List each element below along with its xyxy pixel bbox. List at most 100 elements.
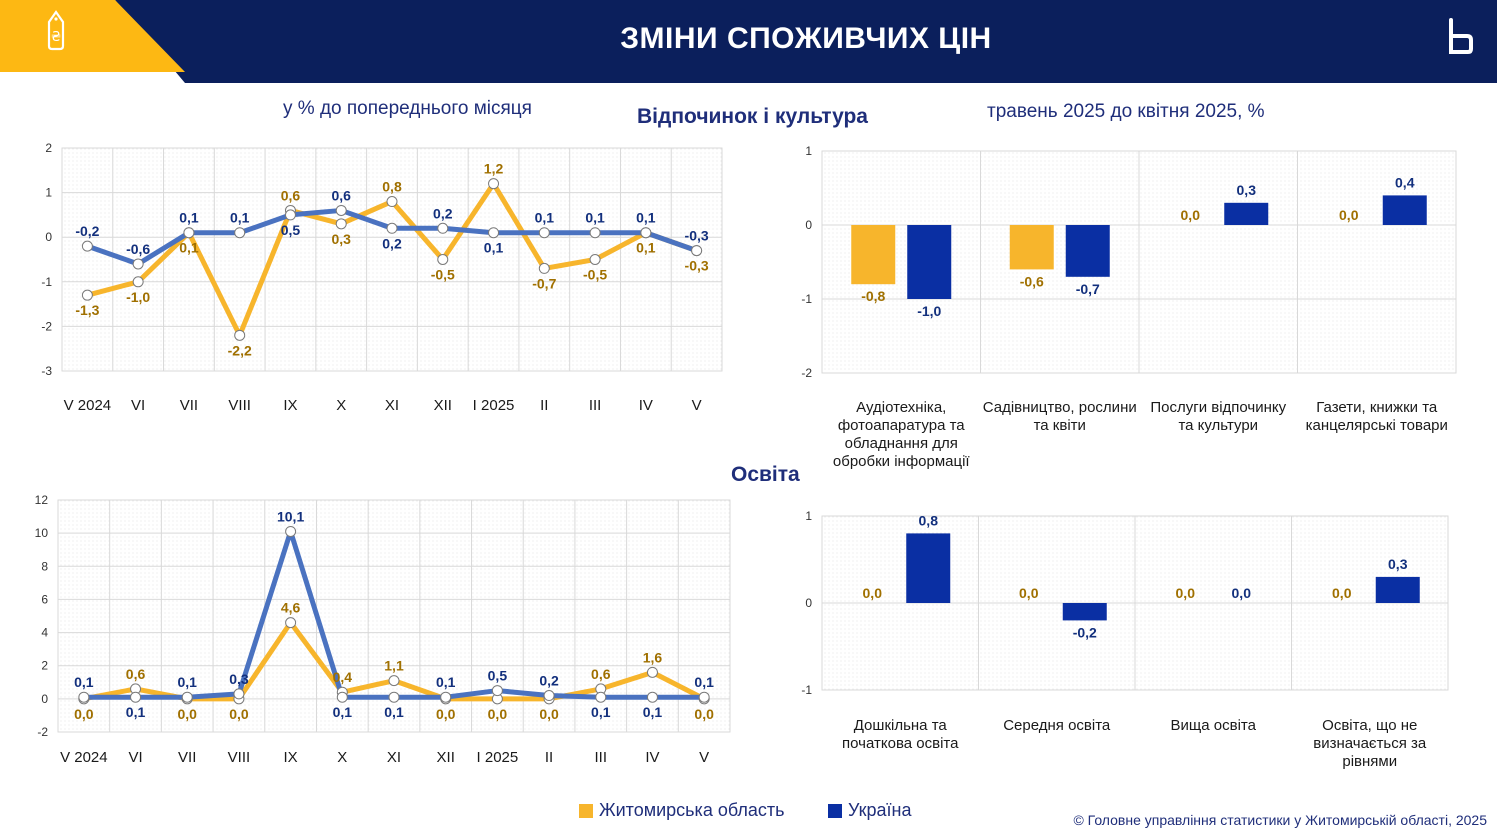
chart3-y-tick-label: 4: [41, 626, 48, 640]
chart2-category-label: Газети, книжки та канцелярські товари: [1306, 399, 1448, 434]
left-subtitle: у % до попереднього місяця: [283, 98, 532, 119]
chart3-point-ukraine: [646, 691, 658, 703]
chart2-y-tick-label: 1: [805, 144, 812, 158]
chart1-point-ukraine: [234, 227, 246, 239]
chart3-y-tick-label: 2: [41, 659, 48, 673]
chart3-point-ukraine: [233, 688, 245, 700]
chart1-data-label-ukraine: 0,6: [331, 187, 351, 203]
chart2-data-label-region: -0,8: [861, 288, 885, 304]
chart2-data-label-ukraine: 0,3: [1237, 182, 1257, 198]
chart1-y-tick-label: 1: [45, 186, 52, 200]
chart2-category-label: Садівництво, рослини та квіти: [983, 399, 1137, 434]
chart1-x-tick-label: VI: [131, 397, 145, 414]
chart3-data-label-region: 0,6: [126, 666, 146, 682]
chart4-bar-ukraine: [1375, 576, 1420, 603]
chart3-data-label-ukraine: 0,1: [177, 674, 197, 690]
chart3-data-label-ukraine: 10,1: [277, 508, 304, 524]
chart3-data-label-region: 0,0: [488, 706, 508, 722]
legend-region: Житомирська область: [579, 800, 784, 821]
chart3-data-label-ukraine: 0,1: [333, 704, 353, 720]
chart1-point-ukraine: [589, 227, 601, 239]
chart1-y-tick-label: 0: [45, 230, 52, 244]
chart1-point-region: [234, 329, 246, 341]
chart1-data-label-ukraine: 0,1: [484, 240, 504, 256]
chart4-data-label-region: 0,0: [1176, 585, 1196, 601]
chart1-point-region: [437, 254, 449, 265]
chart3-data-label-region: 0,0: [694, 706, 714, 722]
chart3-data-label-ukraine: 0,1: [74, 674, 94, 690]
chart3-point-ukraine: [491, 685, 503, 697]
chart3-x-tick-label: VI: [128, 749, 142, 766]
chart3-data-label-region: 0,0: [229, 706, 249, 722]
chart2-data-label-ukraine: 0,4: [1395, 174, 1415, 190]
chart4-category-label: Середня освіта: [1003, 717, 1111, 734]
chart1-data-label-ukraine: -0,2: [75, 223, 99, 239]
chart1-data-label-region: 0,6: [281, 187, 301, 203]
chart3-point-ukraine: [595, 691, 607, 703]
chart2-bar-region: [851, 225, 896, 285]
chart3-x-tick-label: VII: [178, 749, 196, 766]
chart3-data-label-region: 0,4: [333, 669, 353, 685]
chart2-bar-ukraine: [1224, 202, 1269, 225]
chart3-data-label-ukraine: 0,3: [229, 671, 249, 687]
chart1-x-tick-label: III: [589, 397, 602, 414]
chart1-point-ukraine: [81, 240, 93, 252]
header-background: ₴: [0, 0, 1497, 83]
chart3-data-label-region: 1,6: [643, 649, 663, 665]
legend-swatch-region: [579, 803, 593, 818]
chart1-y-tick-label: -3: [41, 364, 52, 378]
chart1-data-label-region: -1,3: [75, 302, 99, 318]
chart3-point-ukraine: [181, 691, 193, 703]
chart2-y-tick-label: -2: [801, 366, 812, 380]
chart1-point-ukraine: [640, 227, 652, 239]
chart1-x-tick-label: V: [692, 397, 702, 414]
chart1-point-ukraine: [386, 222, 398, 234]
chart3-x-tick-label: I 2025: [477, 749, 519, 766]
chart2-bar-ukraine: [1065, 225, 1110, 277]
chart1-point-region: [335, 218, 347, 230]
section-title-recreation: Відпочинок і культура: [637, 105, 868, 128]
chart4-category-label: Освіта, що не визначається за рівнями: [1313, 717, 1427, 770]
chart1-point-ukraine: [488, 227, 500, 239]
chart4-bar-ukraine: [906, 533, 951, 603]
chart3-point-region: [388, 675, 400, 687]
chart1-data-label-ukraine: -0,3: [685, 228, 709, 244]
chart1-point-region: [538, 262, 550, 274]
chart3-data-label-region: 1,1: [384, 658, 404, 674]
chart1-y-tick-label: 2: [45, 141, 52, 155]
chart1-y-tick-label: -2: [41, 319, 52, 333]
price-tag-icon: ₴: [47, 10, 65, 51]
header-band: ₴ ЗМІНИ СПОЖИВЧИХ ЦІН: [0, 0, 1497, 83]
chart3-y-tick-label: 0: [41, 692, 48, 706]
chart3-x-tick-label: X: [337, 749, 347, 766]
chart1-point-region: [488, 178, 500, 190]
chart1-point-ukraine: [691, 245, 703, 257]
chart3-data-label-ukraine: 0,1: [126, 704, 146, 720]
chart1-data-label-ukraine: 0,5: [281, 222, 301, 238]
chart1-data-label-region: -2,2: [228, 342, 252, 358]
chart1-data-label-region: -0,5: [583, 267, 607, 283]
chart1-data-label-ukraine: 0,1: [179, 210, 199, 226]
chart2-y-tick-label: 0: [805, 218, 812, 232]
chart3-point-region: [285, 617, 297, 629]
chart1-point-region: [589, 254, 601, 265]
chart2-category-label: Послуги відпочинку та культури: [1150, 399, 1286, 434]
chart3-x-tick-label: XII: [437, 749, 455, 766]
chart3-x-tick-label: V 2024: [60, 749, 108, 766]
chart1-x-tick-label: VII: [180, 397, 198, 414]
legend-label-ukraine: Україна: [848, 800, 912, 820]
right-subtitle: травень 2025 до квітня 2025, %: [987, 101, 1265, 122]
chart3-point-ukraine: [78, 691, 90, 703]
chart1-x-tick-label: XII: [434, 397, 452, 414]
chart1-x-tick-label: VIII: [228, 397, 251, 414]
chart3-y-tick-label: 10: [35, 526, 49, 540]
chart2-data-label-region: 0,0: [1181, 207, 1201, 223]
chart3-x-tick-label: II: [545, 749, 553, 766]
chart3-data-label-ukraine: 0,5: [488, 668, 508, 684]
chart2-data-label-ukraine: -1,0: [917, 303, 941, 319]
chart2-bar-region: [1009, 225, 1054, 270]
chart1-data-label-region: 0,1: [636, 240, 656, 256]
chart1-point-ukraine: [335, 204, 347, 216]
chart1-data-label-region: -1,0: [126, 289, 150, 305]
